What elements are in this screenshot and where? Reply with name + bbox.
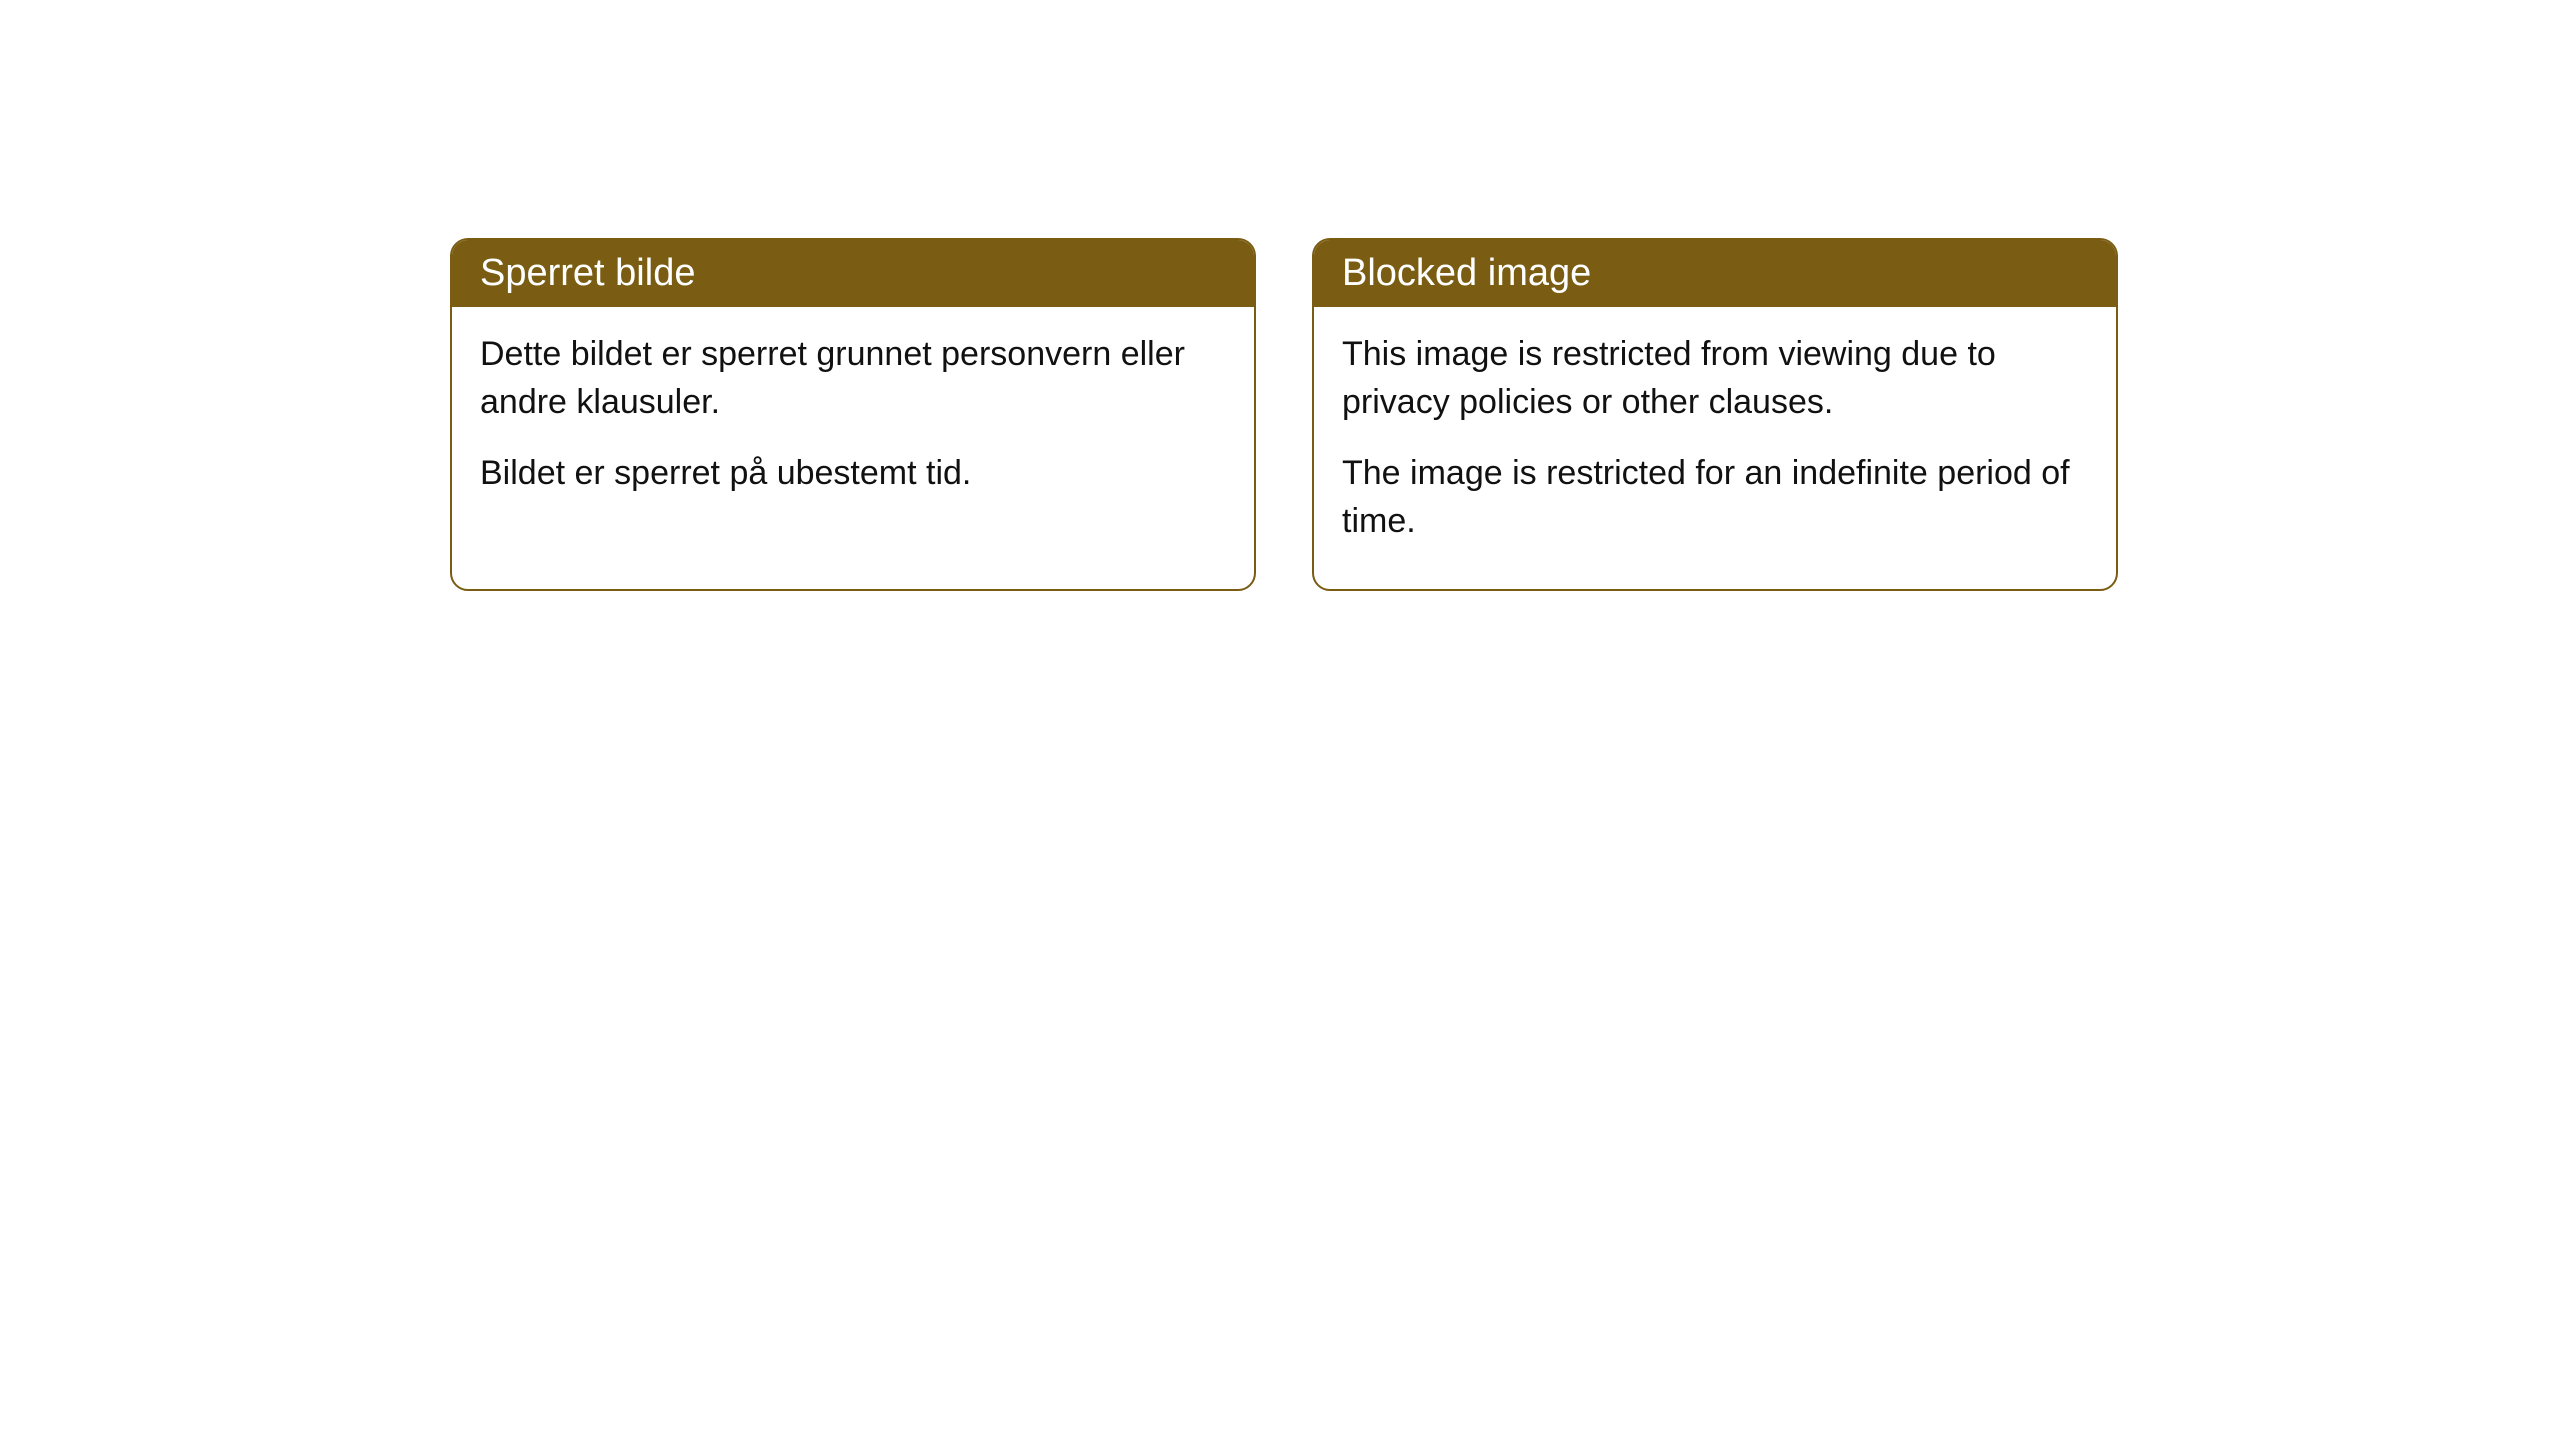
card-paragraph: Bildet er sperret på ubestemt tid.: [480, 450, 1226, 498]
card-title: Sperret bilde: [480, 252, 695, 294]
card-header: Blocked image: [1314, 240, 2116, 307]
notice-card-norwegian: Sperret bilde Dette bildet er sperret gr…: [450, 238, 1256, 591]
notice-cards-container: Sperret bilde Dette bildet er sperret gr…: [450, 238, 2118, 591]
card-title: Blocked image: [1342, 252, 1591, 294]
card-paragraph: Dette bildet er sperret grunnet personve…: [480, 331, 1226, 426]
card-body: This image is restricted from viewing du…: [1314, 307, 2116, 589]
card-body: Dette bildet er sperret grunnet personve…: [452, 307, 1254, 542]
card-paragraph: This image is restricted from viewing du…: [1342, 331, 2088, 426]
card-header: Sperret bilde: [452, 240, 1254, 307]
notice-card-english: Blocked image This image is restricted f…: [1312, 238, 2118, 591]
card-paragraph: The image is restricted for an indefinit…: [1342, 450, 2088, 545]
